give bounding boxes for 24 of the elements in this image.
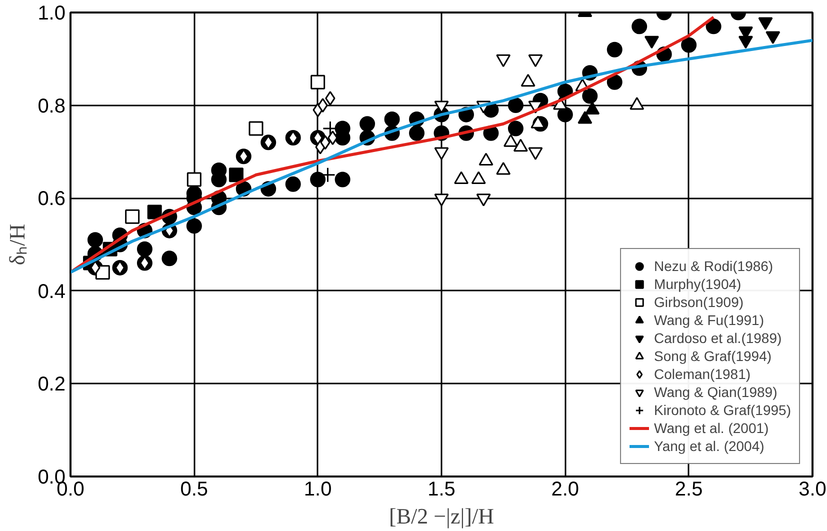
legend-label: Wang et al. (2001) — [654, 419, 769, 437]
x-tick-label: 2.5 — [674, 478, 703, 500]
x-tick-label: 3.0 — [798, 478, 826, 500]
legend-label: Wang & Qian(1989) — [654, 383, 778, 401]
x-tick-label: 1.5 — [428, 478, 456, 500]
legend-label: Murphy(1904) — [654, 275, 742, 293]
legend-label: Wang & Fu(1991) — [654, 311, 764, 329]
legend-label: Nezu & Rodi(1986) — [654, 257, 774, 275]
legend-label: Cardoso et al.(1989) — [654, 329, 782, 347]
y-tick-label: 0.6 — [38, 188, 66, 210]
y-tick-label: 0.4 — [38, 280, 66, 303]
y-tick-label: 0.8 — [38, 95, 66, 118]
x-axis-title: [B/2 −|z|]/H — [389, 504, 494, 528]
y-tick-label: 0.2 — [38, 374, 66, 396]
legend-label: Girbson(1909) — [654, 293, 744, 311]
y-axis-title: δₕ/H — [4, 224, 30, 266]
x-tick-label: 0.5 — [180, 478, 208, 500]
x-tick-label: 1.0 — [304, 478, 332, 500]
legend-label: Song & Graf(1994) — [654, 347, 772, 365]
legend-label: Coleman(1981) — [654, 365, 751, 383]
y-tick-label: 1.0 — [38, 2, 66, 24]
legend-label: Kironoto & Graf(1995) — [654, 401, 791, 419]
legend-label: Yang et al. (2004) — [654, 437, 764, 455]
x-tick-label: 2.0 — [551, 478, 580, 500]
